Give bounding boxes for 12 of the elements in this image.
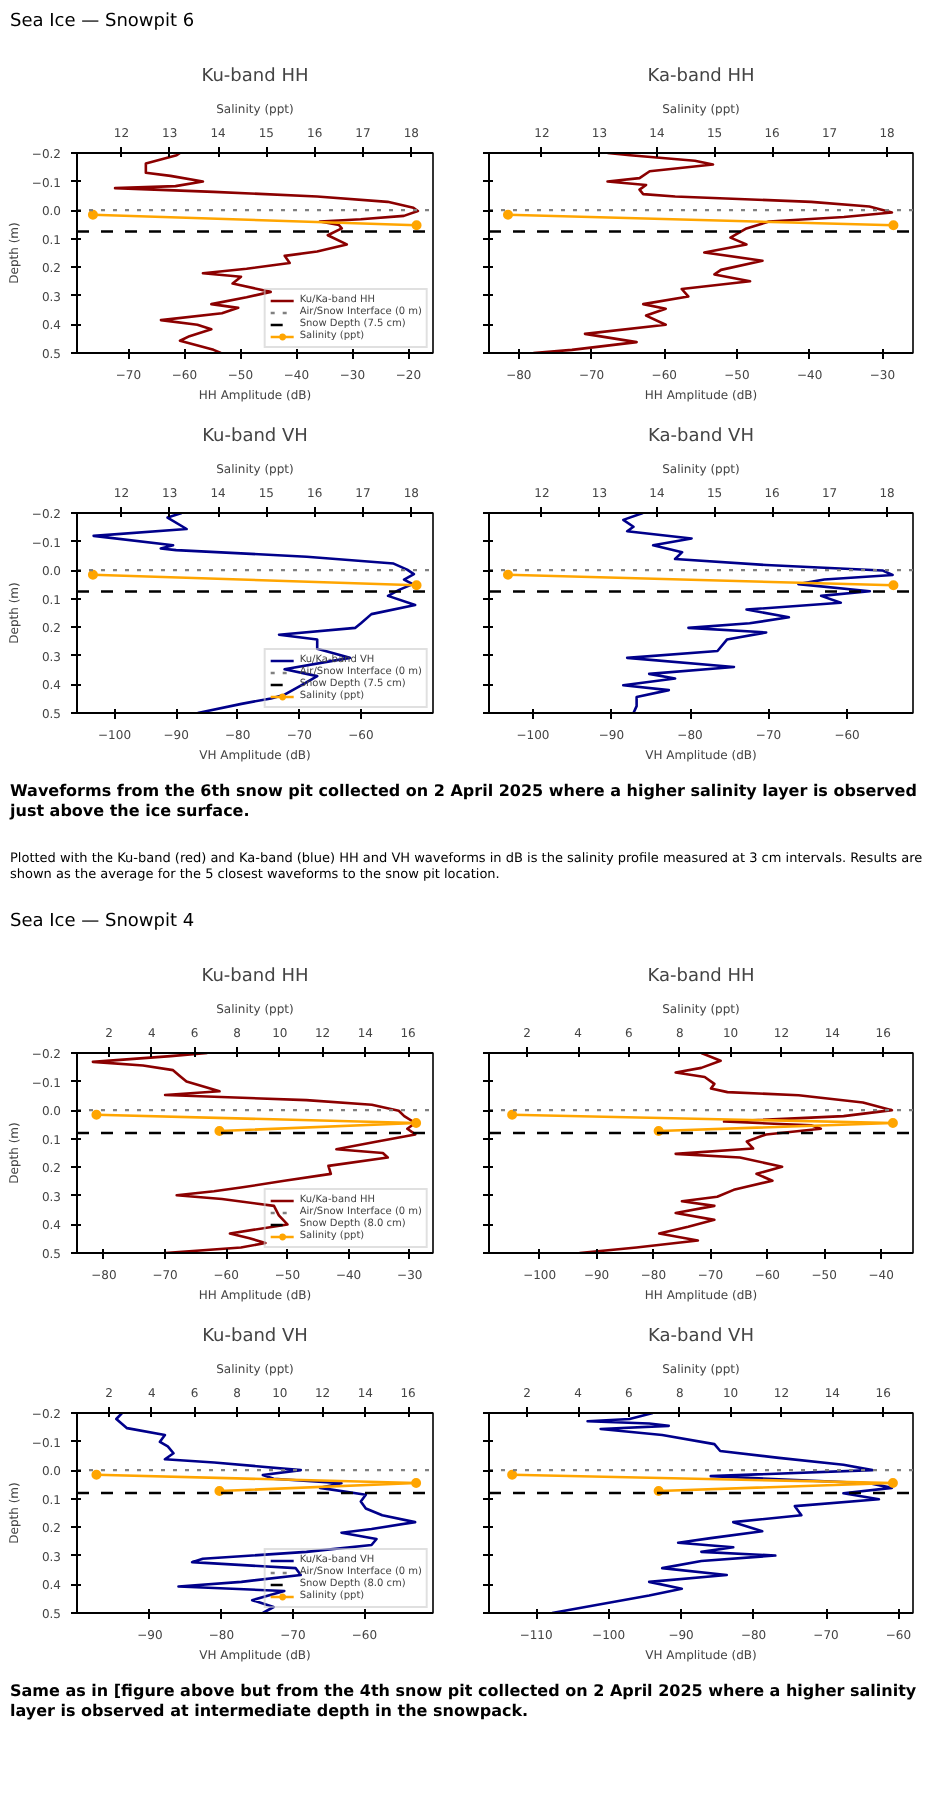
chart-title: Ka-band HH: [647, 67, 755, 87]
chart-title: Ku-band HH: [201, 67, 309, 87]
text: Sea Ice — Snowpit 4: [10, 910, 195, 936]
chart-title: Ku-band VH: [202, 427, 308, 447]
chart-title: Ka-band HH: [647, 967, 755, 987]
chart-title: Ka-band VH: [648, 1327, 754, 1347]
text: Same as in [figure above but from the 4th snow pit collected on 2 April 2025 where a higher salinity layer is observed at intermediate depth in the snowpack.: [10, 1682, 919, 1722]
chart-title: Ka-band VH: [648, 427, 754, 447]
text: Waveforms from the 6th snow pit collected on 2 April 2025 where a higher salinity layer is observed just above the ice surface.: [10, 782, 919, 822]
text: Sea Ice — Snowpit 6: [10, 10, 195, 36]
chart-title: Ku-band VH: [202, 1327, 308, 1347]
chart-title: Ku-band HH: [201, 967, 309, 987]
